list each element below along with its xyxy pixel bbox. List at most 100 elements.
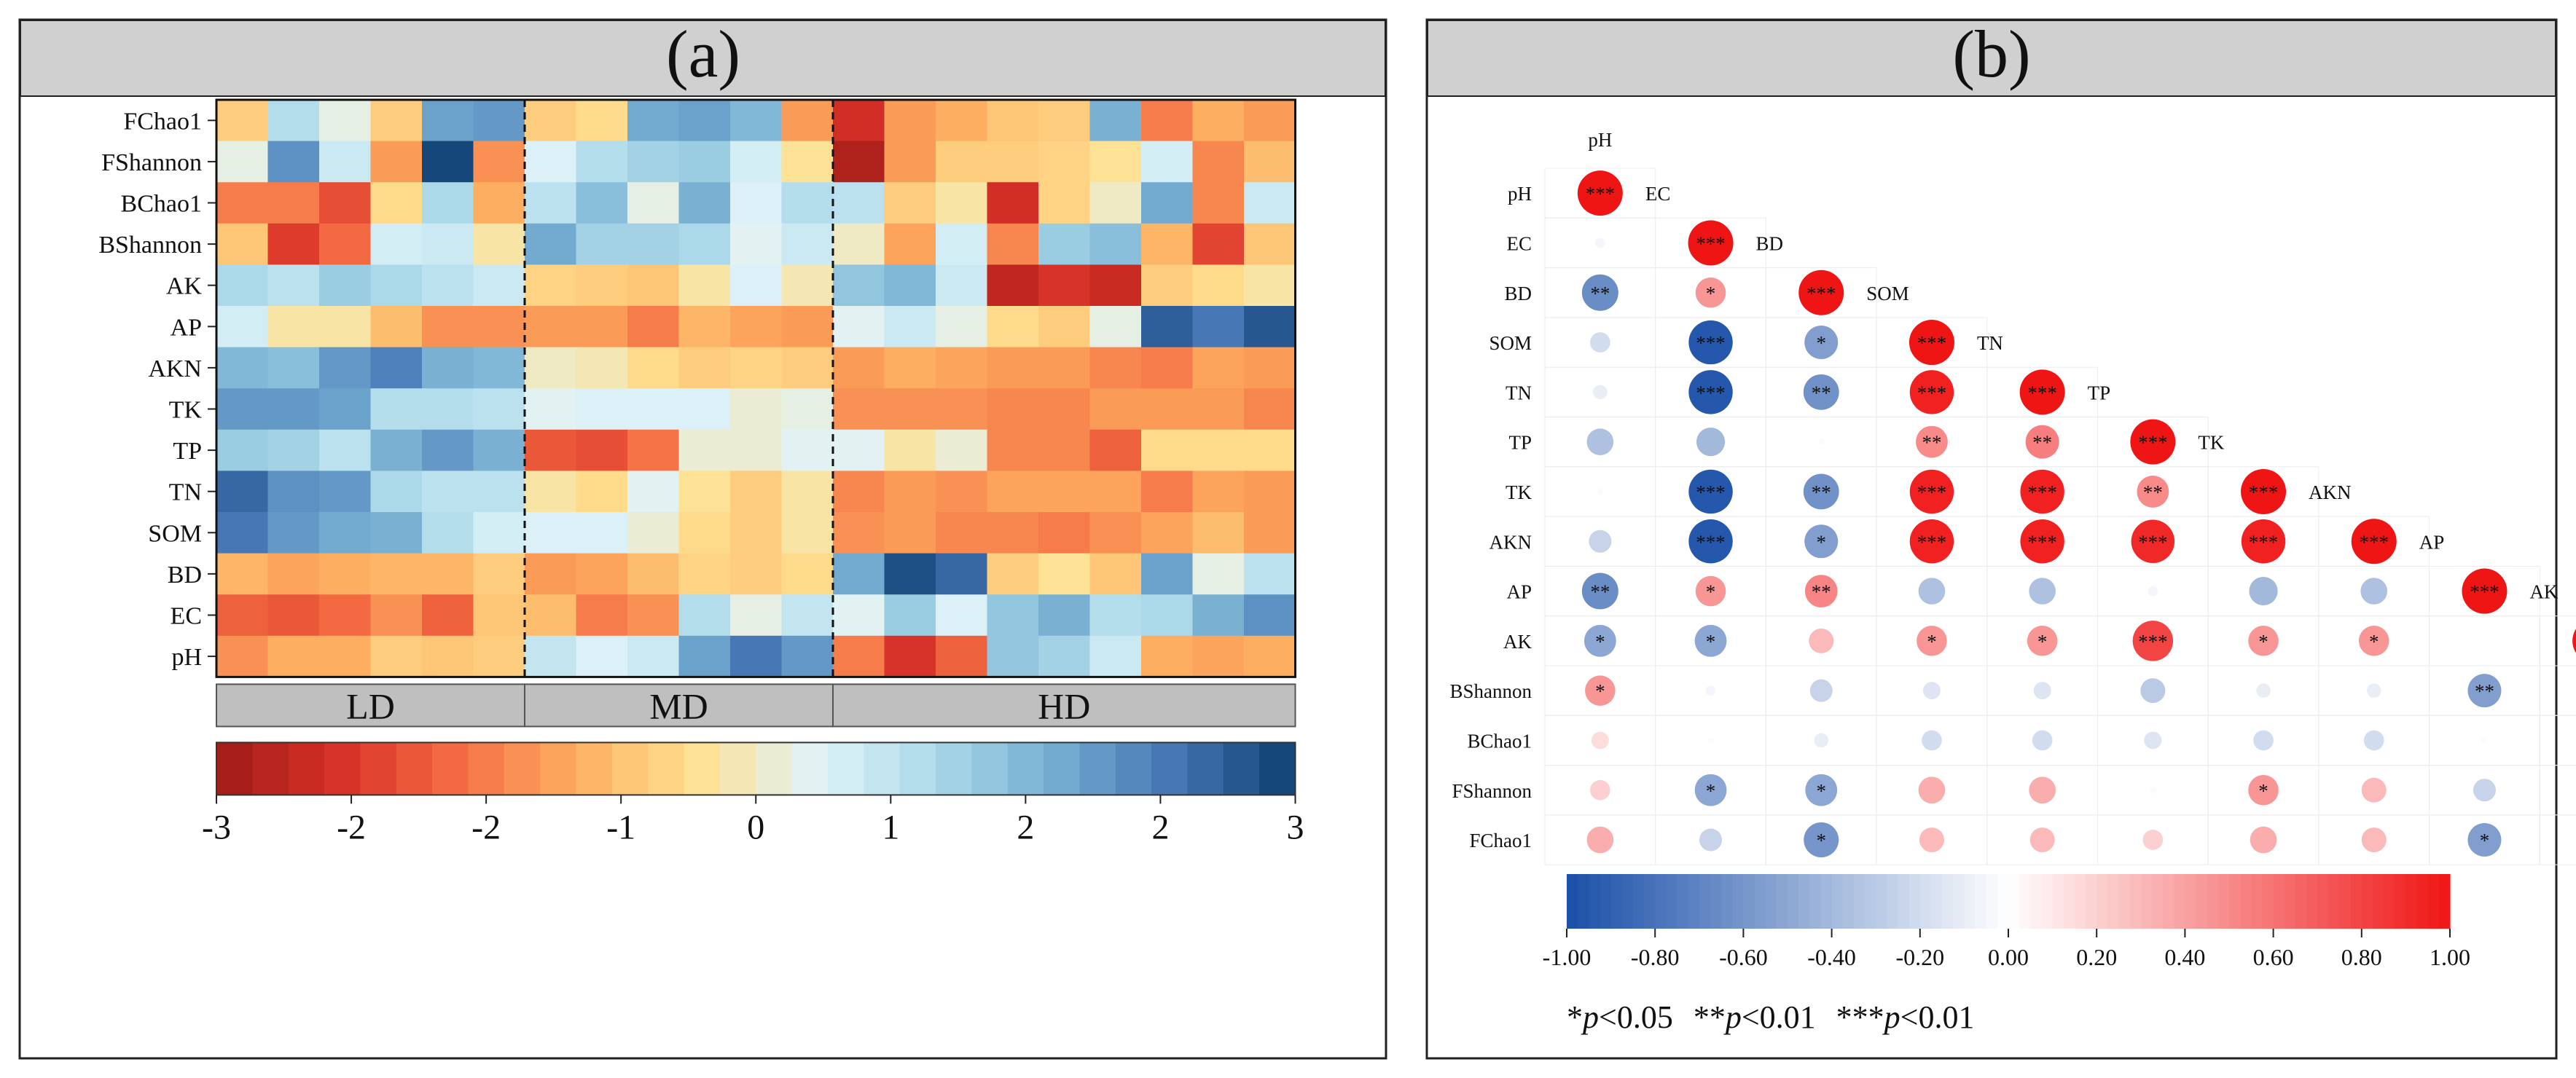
colorbar-swatch — [2395, 874, 2406, 929]
corr-circle — [2250, 826, 2277, 854]
heatmap-cell — [833, 635, 885, 677]
heatmap-cell — [576, 306, 628, 348]
corr-circle — [2248, 774, 2279, 806]
significance-stars: *** — [1696, 382, 1726, 404]
heatmap-cell — [627, 388, 680, 430]
row-label: pH — [1508, 183, 1532, 205]
colorbar-swatch — [1953, 874, 1965, 929]
heatmap-cell — [833, 223, 885, 265]
heatmap-cell — [473, 141, 525, 183]
colorbar-swatch — [1975, 874, 1987, 929]
colorbar-swatch — [1115, 742, 1152, 795]
heatmap-cell — [576, 471, 628, 513]
heatmap-cell — [884, 223, 936, 265]
row-label: TK — [1506, 481, 1532, 503]
colorbar-swatch — [1223, 742, 1260, 795]
colorbar-swatch — [1865, 874, 1876, 929]
heatmap-cell — [267, 182, 320, 224]
significance-stars: * — [1817, 830, 1827, 851]
heatmap-cell — [473, 635, 525, 677]
group-label: LD — [346, 685, 395, 726]
heatmap-cell — [1192, 182, 1245, 224]
heatmap-cell — [730, 100, 783, 142]
heatmap-cell — [936, 635, 988, 677]
heatmap-cell — [678, 223, 731, 265]
heatmap-cell — [884, 388, 936, 430]
heatmap-cell — [627, 223, 680, 265]
group-label: MD — [649, 685, 708, 726]
corr-circle — [1694, 624, 1727, 657]
heatmap-cell — [936, 264, 988, 307]
row-label: TK — [169, 397, 203, 424]
colorbar-swatch — [1776, 874, 1788, 929]
heatmap-cell — [884, 306, 936, 348]
significance-stars: *** — [2138, 531, 2168, 553]
heatmap-cell — [1038, 306, 1091, 348]
heatmap-cell — [216, 512, 269, 554]
heatmap-cell — [1038, 594, 1091, 637]
corr-circle — [1594, 237, 1605, 248]
heatmap-cell — [781, 512, 834, 554]
corr-circle — [1688, 370, 1733, 414]
heatmap-cell — [267, 347, 320, 389]
colorbar-swatch — [2273, 874, 2285, 929]
significance-stars: ** — [2032, 432, 2052, 454]
colorbar-swatch — [971, 742, 1009, 795]
colorbar-tick-label: 1 — [882, 808, 899, 846]
corr-circle — [1688, 519, 1733, 564]
heatmap-cell — [936, 182, 988, 224]
heatmap-cell — [422, 182, 474, 224]
heatmap-cell — [1089, 512, 1142, 554]
significance-stars: ** — [1590, 581, 1610, 603]
colorbar-swatch — [1986, 874, 1998, 929]
colorbar-swatch — [1798, 874, 1810, 929]
heatmap-cell — [422, 594, 474, 637]
corr-circle — [2351, 519, 2397, 564]
colorbar-swatch — [1930, 874, 1943, 929]
corr-circle — [1809, 628, 1834, 653]
heatmap-cell — [473, 512, 525, 554]
heatmap-cell — [884, 347, 936, 389]
heatmap-cell — [319, 594, 372, 637]
corr-circle — [2130, 419, 2176, 465]
heatmap-cell — [987, 264, 1039, 307]
corr-circle — [2025, 425, 2059, 459]
colorbar-swatch — [1831, 874, 1844, 929]
heatmap-cell — [833, 141, 885, 183]
colorbar-swatch — [1578, 874, 1589, 929]
heatmap-cell — [1244, 512, 1296, 554]
row-label: AP — [1506, 581, 1532, 603]
colorbar-swatch — [360, 742, 397, 795]
heatmap-cell — [730, 512, 783, 554]
heatmap-cell — [473, 182, 525, 224]
heatmap-cell — [1089, 594, 1142, 637]
row-label: TP — [1508, 432, 1532, 454]
heatmap-cell — [936, 223, 988, 265]
heatmap-cell — [781, 635, 834, 677]
heatmap-cell — [370, 512, 423, 554]
heatmap-cell — [422, 635, 474, 677]
heatmap-cell — [422, 429, 474, 471]
heatmap-cell — [833, 594, 885, 637]
heatmap-border — [215, 98, 1296, 678]
heatmap-cell — [1192, 594, 1245, 637]
heatmap-cell — [525, 635, 577, 677]
colorbar-swatch — [2118, 874, 2131, 929]
heatmap-cell — [1089, 306, 1142, 348]
heatmap-cell — [833, 471, 885, 513]
heatmap-cell — [730, 594, 783, 637]
heatmap-cell — [525, 471, 577, 513]
colorbar-swatch — [2196, 874, 2208, 929]
significance-stars: * — [1706, 631, 1716, 653]
heatmap-cell — [730, 141, 783, 183]
corr-circle — [1908, 320, 1954, 366]
heatmap-cell — [216, 471, 269, 513]
heatmap-cell — [525, 141, 577, 183]
heatmap-cell — [473, 594, 525, 637]
heatmap-cell — [1141, 306, 1194, 348]
heatmap-cell — [216, 635, 269, 677]
heatmap-cell — [370, 553, 423, 595]
colorbar-swatch — [1589, 874, 1601, 929]
heatmap-cell — [627, 182, 680, 224]
heatmap-cell — [1141, 141, 1194, 183]
